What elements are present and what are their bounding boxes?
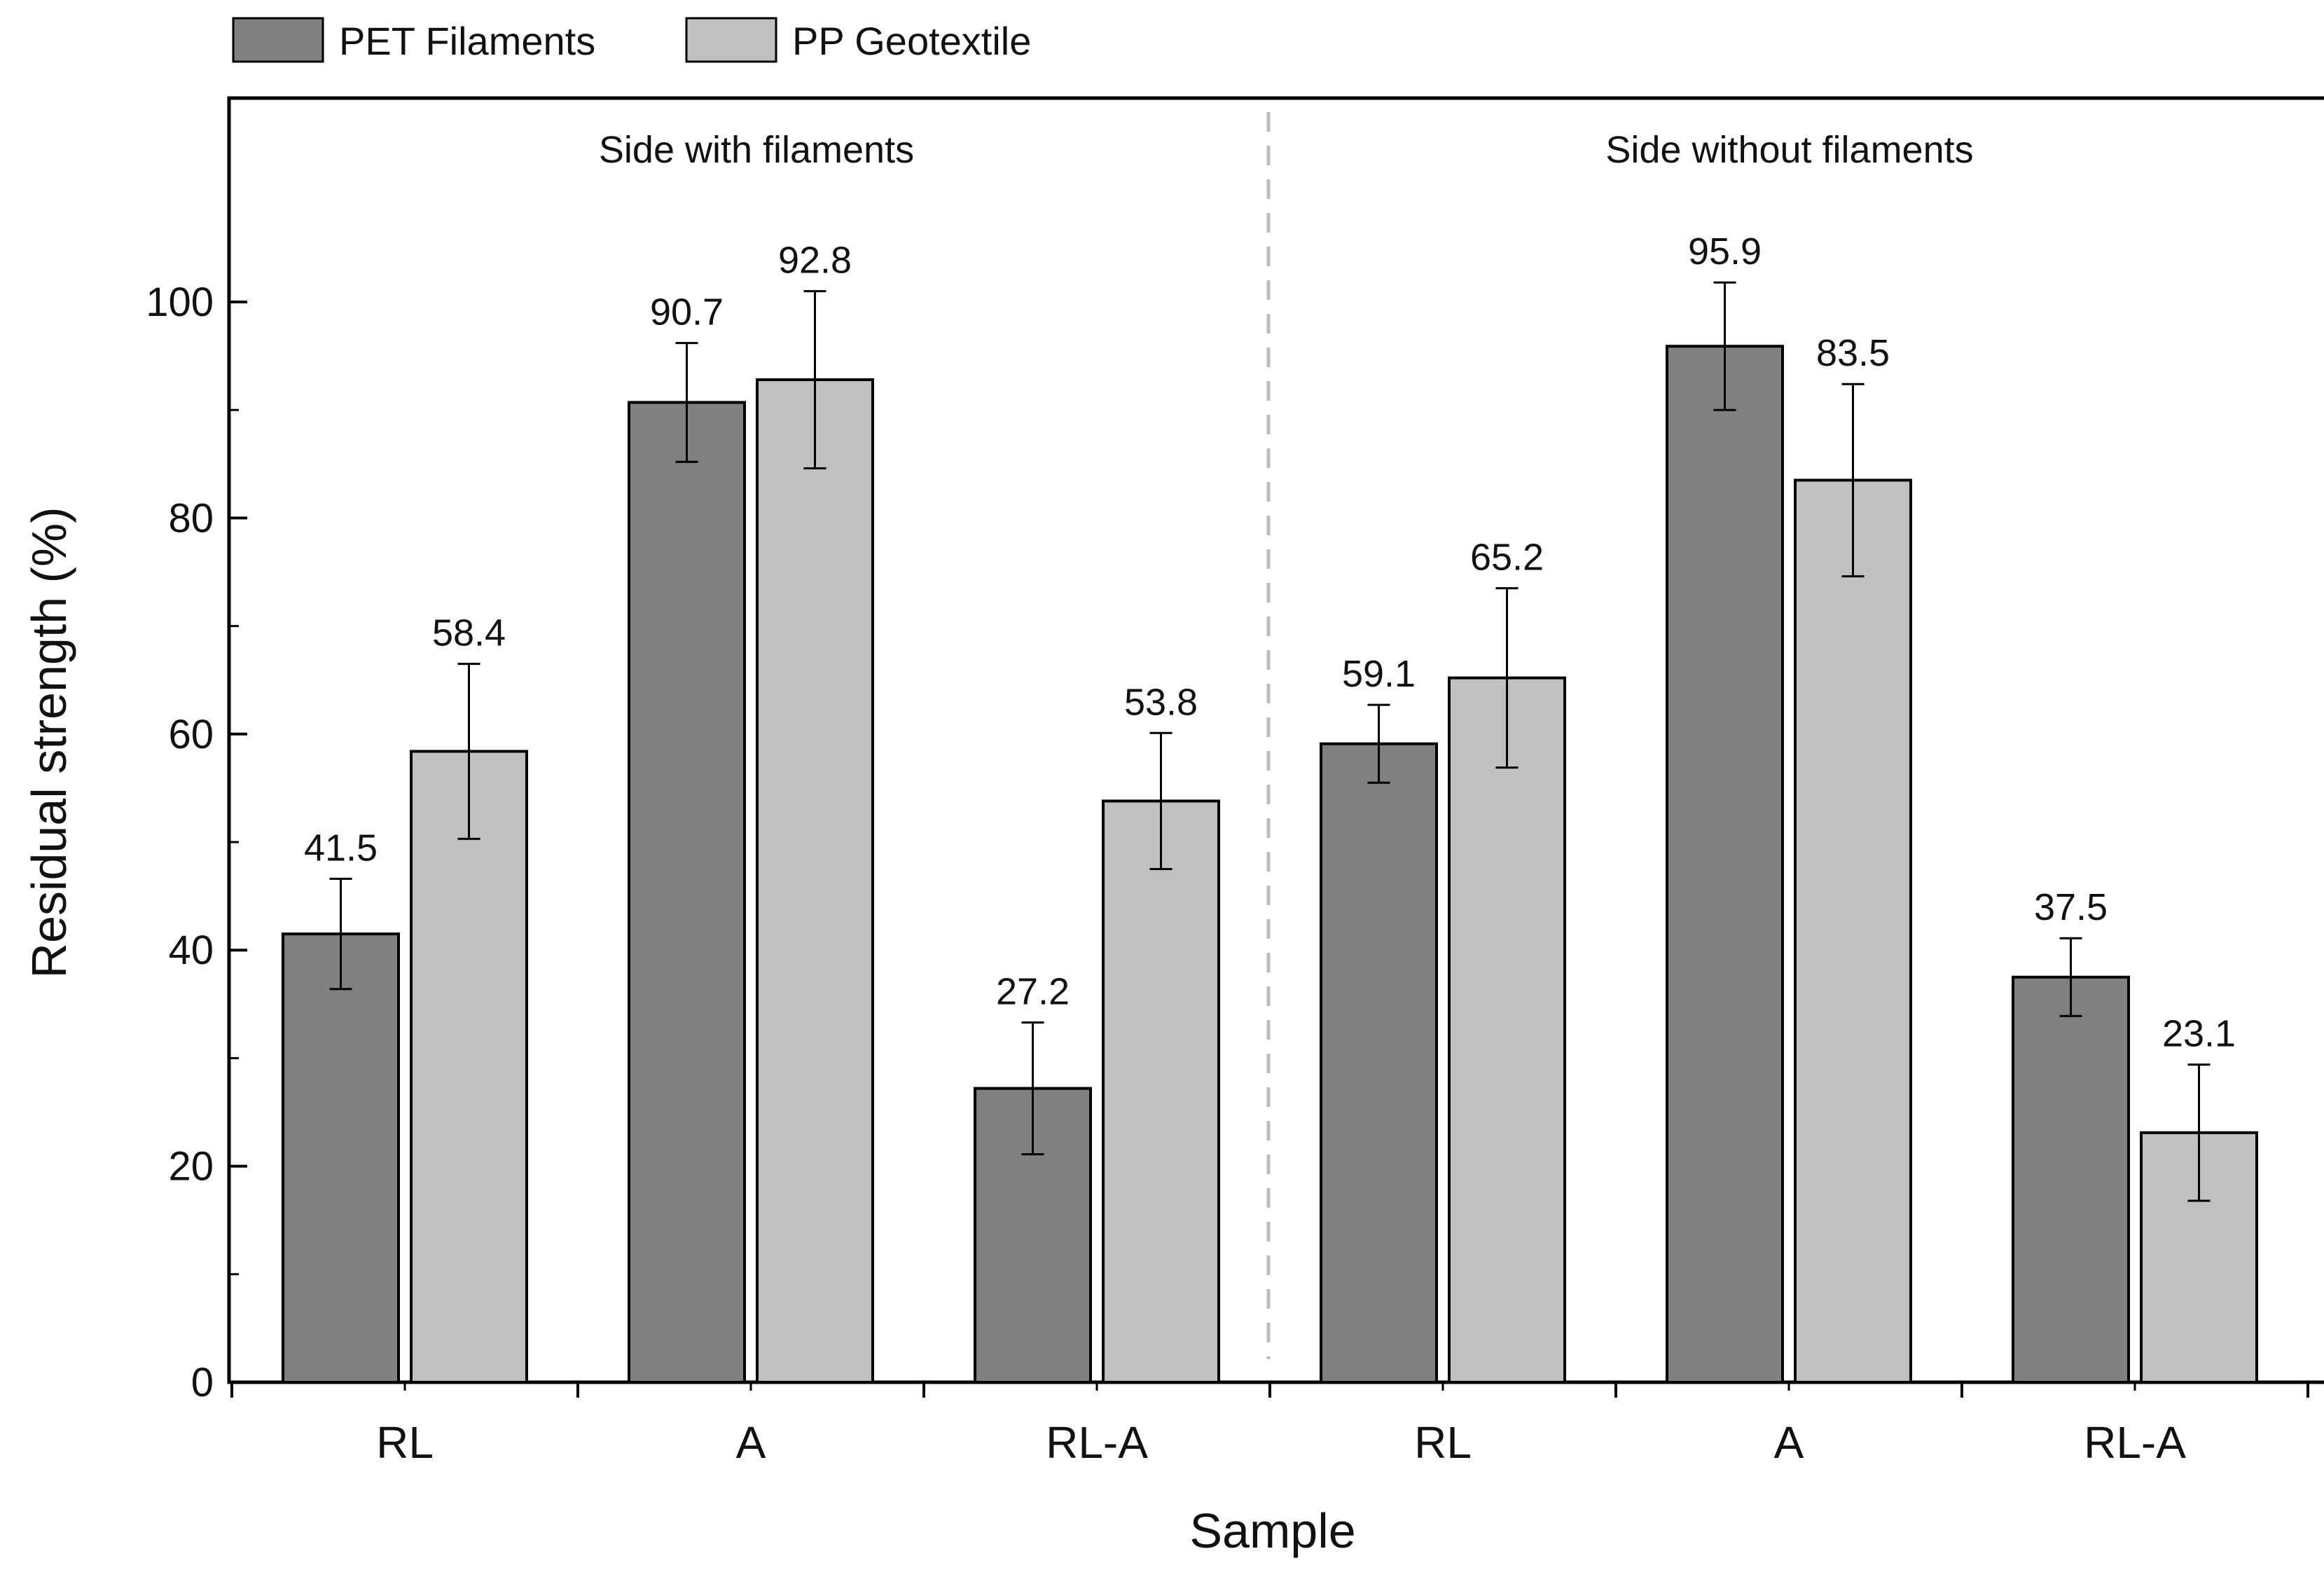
error-bars xyxy=(329,281,2211,1202)
y-tick-label-5: 100 xyxy=(146,280,214,325)
bar-pet-2 xyxy=(974,1087,1092,1384)
error-bar-pp-3 xyxy=(1495,587,1519,769)
bar-pp-3 xyxy=(1448,676,1566,1384)
x-category-label-5: RL-A xyxy=(2084,1417,2186,1468)
data-label-pet-5: 37.5 xyxy=(2034,886,2108,928)
data-label-pp-1: 92.8 xyxy=(778,240,852,282)
y-tick-label-2: 40 xyxy=(168,928,214,973)
x-axis-title: Sample xyxy=(1189,1503,1355,1558)
x-category-label-0: RL xyxy=(376,1417,434,1468)
data-label-pp-0: 58.4 xyxy=(432,612,506,654)
plot-frame xyxy=(227,96,2324,1384)
group-label-without-filaments: Side without filaments xyxy=(1605,129,1973,171)
error-bar-pet-2 xyxy=(1021,1021,1044,1156)
bar-pp-4 xyxy=(1794,478,1912,1384)
y-tick-label-0: 0 xyxy=(191,1360,214,1405)
data-label-pp-4: 83.5 xyxy=(1816,332,1890,374)
x-category-label-2: RL-A xyxy=(1046,1417,1148,1468)
bar-pet-5 xyxy=(2012,975,2130,1384)
y-axis: 0 20 40 60 80 100 xyxy=(146,280,247,1405)
error-bar-pet-5 xyxy=(2059,937,2082,1017)
y-tick-label-4: 80 xyxy=(168,495,214,541)
bar-pet-4 xyxy=(1666,345,1784,1384)
bar-pet-1 xyxy=(628,401,746,1384)
legend-label-pp: PP Geotextile xyxy=(792,19,1031,63)
bar-pet-0 xyxy=(282,932,400,1384)
data-label-pp-3: 65.2 xyxy=(1470,537,1544,579)
error-bar-pp-0 xyxy=(457,663,480,840)
legend-swatch-pet xyxy=(232,17,324,63)
y-axis-title: Residual strength (%) xyxy=(22,507,76,978)
legend-label-pet: PET Filaments xyxy=(339,19,595,63)
x-category-label-4: A xyxy=(1774,1417,1804,1468)
error-bar-pet-0 xyxy=(329,877,352,991)
x-category-label-1: A xyxy=(736,1417,766,1468)
y-tick-label-1: 20 xyxy=(168,1144,214,1190)
legend: PET Filaments PP Geotextile xyxy=(232,17,1031,63)
legend-swatch-pp xyxy=(685,17,777,63)
x-axis: RL A RL-A RL A RL-A xyxy=(230,1382,2309,1468)
bar-pp-1 xyxy=(756,378,874,1384)
error-bar-pp-2 xyxy=(1149,731,1173,871)
data-label-pet-3: 59.1 xyxy=(1342,653,1416,695)
data-label-pet-4: 95.9 xyxy=(1688,230,1762,273)
error-bar-pet-4 xyxy=(1713,281,1736,411)
group-labels: Side with filaments Side without filamen… xyxy=(599,129,1974,171)
data-label-pet-0: 41.5 xyxy=(304,827,378,869)
data-label-pp-2: 53.8 xyxy=(1124,681,1198,723)
error-bar-pet-1 xyxy=(675,342,698,463)
bar-pet-3 xyxy=(1320,742,1438,1384)
group-label-with-filaments: Side with filaments xyxy=(599,129,914,171)
data-label-pp-5: 23.1 xyxy=(2162,1013,2236,1055)
error-bar-pp-5 xyxy=(2187,1063,2211,1202)
error-bar-pet-3 xyxy=(1367,703,1390,784)
y-tick-label-3: 60 xyxy=(168,712,214,757)
data-labels: 41.5 90.7 27.2 59.1 95.9 37.5 58.4 92.8 53.8 65.2… xyxy=(304,230,2236,1054)
bars xyxy=(282,345,2258,1384)
bar-pp-2 xyxy=(1102,799,1220,1384)
x-category-label-3: RL xyxy=(1414,1417,1472,1468)
error-bar-pp-1 xyxy=(803,290,826,469)
bar-pp-0 xyxy=(410,750,528,1384)
data-label-pet-1: 90.7 xyxy=(650,291,724,333)
error-bar-pp-4 xyxy=(1841,383,1865,578)
data-label-pet-2: 27.2 xyxy=(996,971,1070,1013)
